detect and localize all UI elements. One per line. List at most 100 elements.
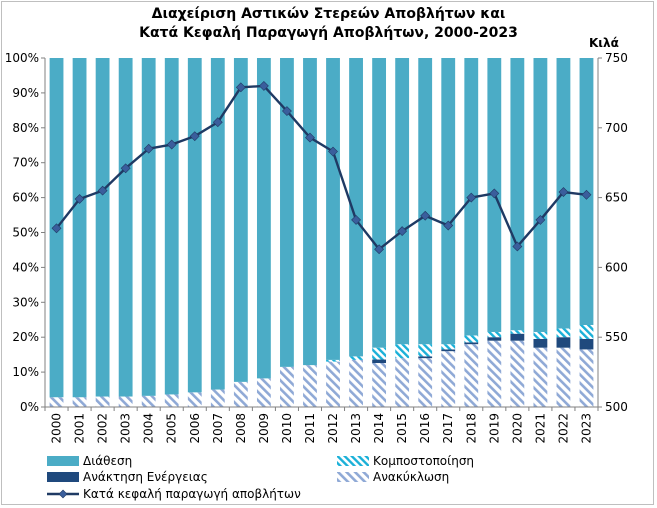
legend-label: Κατά κεφαλή παραγωγή αποβλήτων: [83, 487, 301, 501]
bar-hatch-light-2021: [533, 347, 548, 407]
y-tick-label-left: 30%: [12, 295, 39, 309]
bar-hatch-light-2005: [164, 394, 179, 407]
legend-label: Ανακύκλωση: [373, 470, 449, 484]
line-point-2016: [420, 210, 431, 221]
bar-solid-dark-2022: [556, 337, 571, 348]
bar-hatch-light-2002: [95, 396, 110, 407]
bar-hatch-cyan-2023: [579, 324, 594, 339]
line-point-2018: [466, 192, 477, 203]
x-tick-label-2014: 2014: [372, 413, 386, 444]
x-tick-label-2021: 2021: [533, 413, 547, 444]
bar-hatch-cyan-2014: [372, 347, 387, 360]
y-tick-label-left: 20%: [12, 330, 39, 344]
y-tick-label-left: 40%: [12, 260, 39, 274]
x-tick-label-2012: 2012: [326, 413, 340, 444]
line-point-2008: [235, 82, 246, 93]
y-tick-label-right: 650: [605, 191, 628, 205]
bar-hatch-cyan-2020: [510, 330, 525, 334]
bar-hatch-light-2022: [556, 347, 571, 407]
x-tick-label-2013: 2013: [349, 413, 363, 444]
line-point-2011: [305, 132, 315, 143]
bar-hatch-light-2018: [464, 344, 479, 407]
line-point-2021: [535, 215, 546, 225]
bar-hatch-light-2014: [372, 363, 387, 407]
bar-hatch-light-2019: [487, 340, 502, 407]
bar-hatch-light-2023: [579, 349, 594, 407]
bar-hatch-cyan-2021: [533, 331, 548, 339]
bar-hatch-light-2017: [441, 351, 456, 407]
x-tick-label-2016: 2016: [418, 413, 432, 444]
x-tick-label-2008: 2008: [234, 413, 248, 444]
bar-hatch-cyan-2019: [487, 331, 502, 338]
bar-solid-teal-2005: [164, 58, 179, 395]
chart-title-line-1: Διαχείριση Αστικών Στερεών Αποβλήτων και: [151, 6, 506, 22]
line-point-2012: [328, 146, 338, 157]
line-point-2010: [282, 106, 292, 116]
bar-solid-teal-2015: [395, 58, 410, 345]
bar-solid-teal-2011: [303, 58, 317, 366]
line-point-2023: [581, 189, 592, 200]
bar-solid-dark-2018: [464, 342, 479, 345]
bar-solid-teal-2016: [418, 58, 433, 345]
bar-hatch-cyan-2015: [395, 344, 410, 359]
y-tick-label-left: 80%: [12, 121, 39, 135]
line-point-2005: [166, 139, 177, 150]
x-tick-label-2006: 2006: [188, 413, 202, 444]
bar-solid-dark-2017: [441, 349, 456, 352]
bar-hatch-light-2020: [510, 340, 525, 407]
bar-hatch-light-2012: [326, 361, 340, 407]
legend-label: Ανάκτηση Ενέργειας: [83, 470, 208, 484]
legend-swatch-solid-dark: [47, 472, 79, 482]
line-point-2006: [189, 131, 200, 142]
line-point-2007: [212, 117, 223, 128]
bar-hatch-light-2008: [233, 381, 248, 407]
line-point-2017: [443, 220, 454, 231]
chart-title-line-2: Κατά Κεφαλή Παραγωγή Αποβλήτων, 2000-202…: [139, 25, 518, 41]
bar-solid-teal-2017: [441, 58, 456, 345]
x-tick-label-2007: 2007: [211, 413, 225, 444]
y-tick-label-left: 50%: [12, 226, 39, 240]
bar-hatch-cyan-2017: [441, 344, 456, 350]
y-tick-label-right: 500: [605, 400, 628, 414]
legend-swatch-marker: [58, 489, 68, 499]
line-point-2001: [74, 194, 85, 204]
line-point-2015: [397, 226, 408, 237]
x-tick-label-2018: 2018: [464, 413, 478, 444]
x-tick-label-2003: 2003: [119, 413, 133, 444]
line-point-2000: [51, 223, 62, 234]
bar-hatch-light-2013: [349, 359, 363, 407]
bar-solid-teal-2006: [187, 58, 202, 393]
bar-solid-teal-2012: [326, 58, 340, 360]
x-tick-label-2005: 2005: [165, 413, 179, 444]
x-tick-label-2001: 2001: [73, 413, 87, 444]
x-tick-label-2010: 2010: [280, 413, 294, 444]
y-tick-label-left: 60%: [12, 191, 39, 205]
bar-hatch-light-2016: [418, 358, 433, 407]
bar-hatch-cyan-2013: [349, 356, 363, 360]
line-point-2002: [97, 185, 108, 196]
line-point-2019: [489, 188, 500, 199]
x-tick-label-2002: 2002: [96, 413, 110, 444]
x-tick-label-2020: 2020: [510, 413, 524, 444]
bar-hatch-light-2007: [210, 389, 225, 407]
bar-hatch-light-2015: [395, 358, 410, 407]
bar-solid-teal-2008: [233, 58, 248, 382]
x-tick-label-2019: 2019: [487, 413, 501, 444]
x-tick-label-2022: 2022: [556, 413, 570, 444]
x-tick-label-2023: 2023: [579, 413, 593, 444]
x-tick-label-2009: 2009: [257, 413, 271, 444]
series-line-per-capita: [55, 84, 587, 251]
bar-solid-teal-2020: [510, 58, 525, 331]
legend-swatch-hatch-light: [337, 472, 369, 482]
bar-hatch-cyan-2018: [464, 335, 479, 343]
bar-solid-teal-2021: [533, 58, 548, 332]
y-tick-label-left: 90%: [12, 86, 39, 100]
bar-hatch-cyan-2022: [556, 328, 571, 338]
line-point-2022: [558, 187, 569, 197]
y-tick-label-right: 600: [605, 260, 628, 274]
x-tick-label-2011: 2011: [303, 413, 317, 444]
bar-solid-dark-2023: [579, 338, 594, 350]
bar-solid-teal-2003: [118, 58, 133, 397]
bar-hatch-light-2003: [118, 396, 133, 407]
